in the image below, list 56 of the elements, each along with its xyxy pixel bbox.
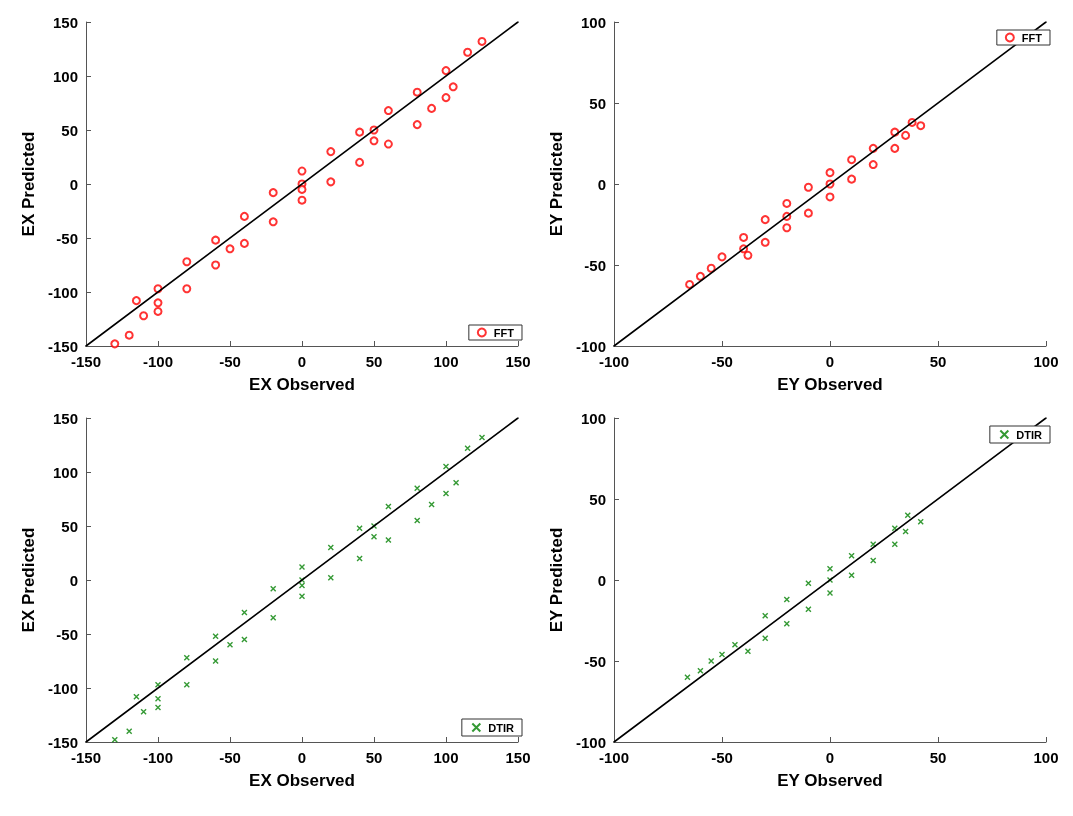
y-tick-label: -100 (575, 733, 606, 751)
y-tick-label: -150 (47, 733, 78, 751)
y-tick-label: -100 (575, 337, 606, 355)
x-tick-label: 100 (433, 749, 459, 766)
y-tick-label: 50 (61, 517, 78, 535)
y-tick-label: -150 (47, 337, 78, 355)
x-tick-label: -100 (142, 353, 174, 370)
x-tick-label: 100 (433, 353, 459, 370)
y-tick-label: 0 (597, 175, 606, 193)
x-tick-label: 50 (365, 749, 383, 766)
legend-label: FFT (1021, 31, 1043, 44)
y-tick-label: -50 (584, 256, 606, 274)
y-tick-label: -100 (47, 679, 78, 697)
x-tick-label: 50 (365, 353, 383, 370)
y-tick-label: 0 (69, 571, 78, 589)
x-axis-title: EX Observed (249, 375, 355, 394)
y-tick-label: -50 (56, 625, 78, 643)
x-tick-label: 100 (1033, 353, 1059, 370)
y-tick-label: 0 (597, 571, 606, 589)
x-tick-label: -50 (711, 353, 733, 370)
x-tick-label: 150 (505, 353, 531, 370)
y-tick-label: -100 (47, 283, 78, 301)
x-tick-label: -50 (219, 749, 241, 766)
y-tick-label: 50 (589, 490, 606, 508)
legend-label: DTIR (488, 721, 515, 734)
x-axis-title: EX Observed (249, 771, 355, 790)
x-tick-label: 100 (1033, 749, 1059, 766)
y-tick-label: 100 (52, 463, 78, 481)
x-tick-label: 0 (825, 749, 835, 766)
x-tick-label: 50 (929, 353, 947, 370)
x-tick-label: 0 (825, 353, 835, 370)
x-tick-label: -100 (142, 749, 174, 766)
y-tick-label: 0 (69, 175, 78, 193)
x-tick-label: 0 (297, 749, 307, 766)
x-axis-title: EY Observed (777, 375, 883, 394)
y-tick-label: 50 (61, 121, 78, 139)
x-tick-label: 50 (929, 749, 947, 766)
x-axis-title: EY Observed (777, 771, 883, 790)
y-tick-label: -50 (56, 229, 78, 247)
y-tick-label: 100 (580, 409, 606, 427)
y-tick-label: 150 (52, 13, 78, 31)
y-tick-label: -50 (584, 652, 606, 670)
x-tick-label: -50 (219, 353, 241, 370)
y-axis-title: EX Predicted (19, 131, 39, 237)
legend-label: FFT (493, 326, 515, 339)
legend-label: DTIR (1016, 428, 1043, 441)
x-tick-label: 0 (297, 353, 307, 370)
y-tick-label: 150 (52, 409, 78, 427)
x-tick-label: 150 (505, 749, 531, 766)
y-tick-label: 100 (52, 67, 78, 85)
y-axis-title: EX Predicted (19, 527, 39, 633)
y-tick-label: 50 (589, 94, 606, 112)
x-tick-label: -50 (711, 749, 733, 766)
y-axis-title: EY Predicted (547, 131, 567, 237)
y-tick-label: 100 (580, 13, 606, 31)
y-axis-title: EY Predicted (547, 527, 567, 633)
